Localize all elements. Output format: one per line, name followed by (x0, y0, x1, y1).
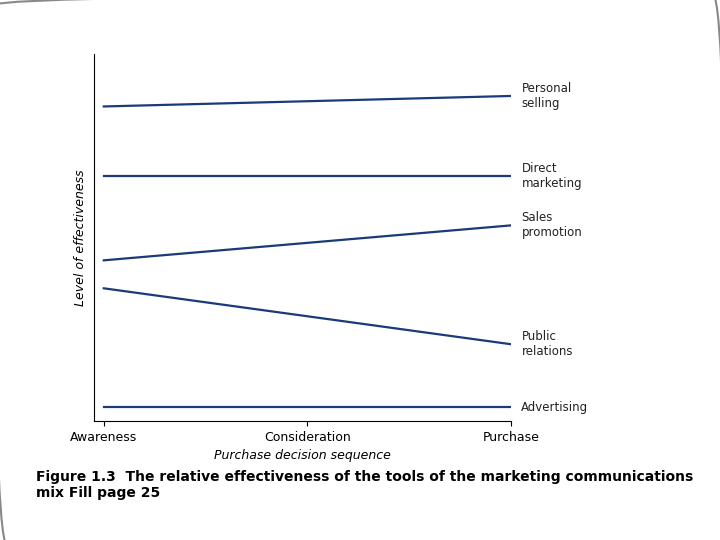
X-axis label: Purchase decision sequence: Purchase decision sequence (214, 449, 391, 462)
Text: Public
relations: Public relations (521, 330, 573, 358)
Text: Personal
selling: Personal selling (521, 82, 572, 110)
Text: Direct
marketing: Direct marketing (521, 163, 582, 191)
Y-axis label: Level of effectiveness: Level of effectiveness (73, 169, 86, 306)
Text: Sales
promotion: Sales promotion (521, 211, 582, 239)
Text: Figure 1.3  The relative effectiveness of the tools of the marketing communicati: Figure 1.3 The relative effectiveness of… (36, 470, 693, 500)
Text: Advertising: Advertising (521, 401, 588, 414)
